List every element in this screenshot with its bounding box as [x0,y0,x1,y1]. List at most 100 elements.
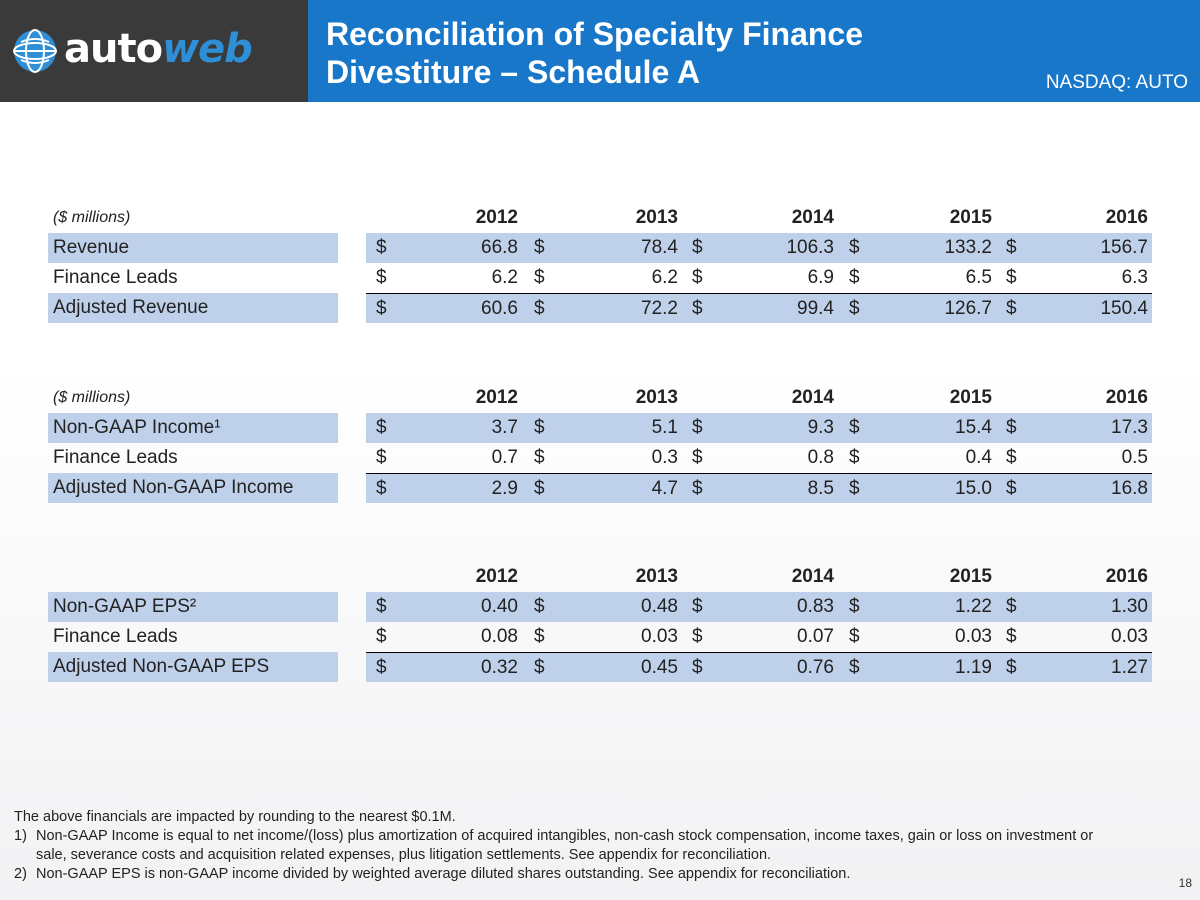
footnote-1: 1) Non-GAAP Income is equal to net incom… [14,827,1114,865]
currency-symbol: $ [1006,237,1017,258]
year-header: 2013 [635,207,678,228]
footnote-text: Non-GAAP Income is equal to net income/(… [36,828,1094,863]
currency-symbol: $ [534,478,545,499]
year-header: 2013 [635,387,678,408]
row-value: 0.45 [641,657,678,678]
currency-symbol: $ [1006,267,1017,288]
row-value: 6.5 [965,267,992,288]
table-header-row: 2012 2013 2014 2015 2016 [48,562,1152,592]
row-value: 99.4 [797,298,834,319]
row-label: Adjusted Non-GAAP Income [48,473,338,503]
row-value: 9.3 [807,417,834,438]
currency-symbol: $ [849,478,860,499]
table-header-row: ($ millions) 2012 2013 2014 2015 2016 [48,203,1152,233]
currency-symbol: $ [849,596,860,617]
currency-symbol: $ [692,447,703,468]
row-values: $3.7 $5.1 $9.3 $15.4 $17.3 [366,413,1152,443]
year-header: 2016 [1105,207,1148,228]
row-value: 156.7 [1100,237,1148,258]
row-value: 17.3 [1111,417,1148,438]
table-row: Non-GAAP Income¹ $3.7 $5.1 $9.3 $15.4 $17.3 [48,413,1152,443]
currency-symbol: $ [849,267,860,288]
year-header: 2016 [1105,566,1148,587]
currency-symbol: $ [534,298,545,319]
currency-symbol: $ [376,237,387,258]
row-value: 78.4 [641,237,678,258]
logo-wordmark: autoweb [64,26,253,72]
row-value: 2.9 [491,478,518,499]
slide-header: autoweb Reconciliation of Specialty Fina… [0,0,1200,102]
row-label: Non-GAAP EPS² [48,592,338,622]
row-value: 6.9 [807,267,834,288]
ticker-label: NASDAQ: AUTO [1045,72,1188,93]
row-value: 8.5 [807,478,834,499]
currency-symbol: $ [849,447,860,468]
currency-symbol: $ [376,657,387,678]
currency-symbol: $ [1006,447,1017,468]
row-values: $6.2 $6.2 $6.9 $6.5 $6.3 [366,263,1152,293]
currency-symbol: $ [376,267,387,288]
row-values: $0.32 $0.45 $0.76 $1.19 $1.27 [366,652,1152,682]
row-label: Finance Leads [53,447,178,468]
row-value: 150.4 [1100,298,1148,319]
row-value: 4.7 [651,478,678,499]
currency-symbol: $ [376,447,387,468]
table-row: Revenue $66.8 $78.4 $106.3 $133.2 $156.7 [48,233,1152,263]
currency-symbol: $ [1006,626,1017,647]
row-value: 3.7 [491,417,518,438]
row-label: Adjusted Revenue [48,293,338,323]
logo-auto-text: auto [64,26,163,72]
row-value: 0.8 [807,447,834,468]
row-label: Finance Leads [53,626,178,647]
rounding-note: The above financials are impacted by rou… [14,809,456,825]
eps-table: 2012 2013 2014 2015 2016 Non-GAAP EPS² $0.40 $0… [48,562,1152,682]
row-value: 6.3 [1121,267,1148,288]
row-value: 0.03 [955,626,992,647]
year-header: 2012 [475,387,518,408]
table-row: Finance Leads $0.7 $0.3 $0.8 $0.4 $0.5 [48,443,1152,473]
row-value: 0.08 [481,626,518,647]
currency-symbol: $ [534,657,545,678]
row-value: 0.48 [641,596,678,617]
logo: autoweb [0,0,308,102]
year-headers: 2012 2013 2014 2015 2016 [366,203,1152,233]
currency-symbol: $ [692,657,703,678]
currency-symbol: $ [849,237,860,258]
row-label: Adjusted Non-GAAP EPS [48,652,338,682]
row-values: $0.40 $0.48 $0.83 $1.22 $1.30 [366,592,1152,622]
row-value: 0.76 [797,657,834,678]
year-header: 2016 [1105,387,1148,408]
row-label: Revenue [48,233,338,263]
row-value: 5.1 [651,417,678,438]
table-row: Non-GAAP EPS² $0.40 $0.48 $0.83 $1.22 $1.30 [48,592,1152,622]
year-header: 2012 [475,207,518,228]
year-header: 2012 [475,566,518,587]
currency-symbol: $ [1006,657,1017,678]
row-values: $0.7 $0.3 $0.8 $0.4 $0.5 [366,443,1152,473]
logo-web-text: web [162,26,253,72]
row-value: 1.22 [955,596,992,617]
currency-symbol: $ [1006,596,1017,617]
row-value: 1.27 [1111,657,1148,678]
row-value: 6.2 [651,267,678,288]
currency-symbol: $ [692,417,703,438]
table-row: Finance Leads $0.08 $0.03 $0.07 $0.03 $0.03 [48,622,1152,652]
table-header-row: ($ millions) 2012 2013 2014 2015 2016 [48,383,1152,413]
row-value: 133.2 [944,237,992,258]
currency-symbol: $ [1006,417,1017,438]
row-value: 0.07 [797,626,834,647]
row-value: 0.40 [481,596,518,617]
currency-symbol: $ [692,237,703,258]
row-value: 0.5 [1121,447,1148,468]
currency-symbol: $ [692,267,703,288]
currency-symbol: $ [376,478,387,499]
row-value: 0.4 [965,447,992,468]
row-value: 0.3 [651,447,678,468]
row-value: 15.4 [955,417,992,438]
table-row: Adjusted Revenue $60.6 $72.2 $99.4 $126.7 $15… [48,293,1152,323]
currency-symbol: $ [849,417,860,438]
year-header: 2015 [949,207,992,228]
row-value: 6.2 [491,267,518,288]
row-value: 126.7 [944,298,992,319]
currency-symbol: $ [849,657,860,678]
